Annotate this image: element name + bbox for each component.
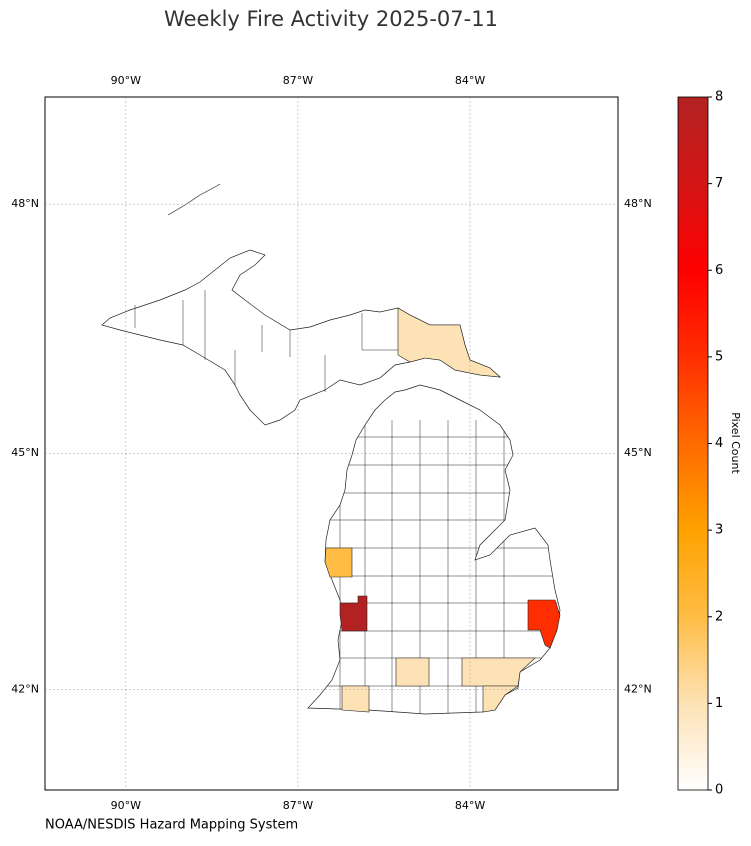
colorbar-tick-label: 5 — [715, 349, 723, 364]
x-tick-label: 90°W — [111, 74, 141, 87]
source-note: NOAA/NESDIS Hazard Mapping System — [45, 818, 298, 833]
county-fill — [339, 595, 368, 632]
county-fill — [397, 307, 501, 378]
county-fill — [324, 547, 353, 578]
county-fill — [395, 657, 430, 687]
y-tick-label: 45°N — [624, 446, 652, 459]
colorbar-tick-label: 1 — [715, 696, 723, 711]
colorbar-tick-label: 2 — [715, 609, 723, 624]
x-tick-label: 84°W — [455, 799, 485, 812]
colorbar-label: Pixel Count — [729, 412, 742, 474]
colorbar-tick-label: 6 — [715, 263, 723, 278]
map-title: Weekly Fire Activity 2025-07-11 — [164, 7, 498, 31]
state-outline — [101, 183, 561, 715]
county-fill — [461, 657, 536, 687]
y-tick-label: 48°N — [11, 197, 39, 210]
y-tick-label: 42°N — [11, 683, 39, 696]
colorbar-tick-label: 7 — [715, 176, 723, 191]
x-tick-label: 87°W — [283, 74, 313, 87]
colorbar-tick-label: 0 — [715, 783, 723, 798]
map-frame — [44, 96, 619, 791]
county-fill — [341, 685, 370, 713]
colorbar-tick-label: 4 — [715, 436, 723, 451]
x-tick-label: 90°W — [111, 799, 141, 812]
colorbar-tick-label: 8 — [715, 90, 723, 105]
y-tick-label: 48°N — [624, 197, 652, 210]
county-fill — [482, 685, 519, 713]
colorbar — [677, 96, 709, 791]
x-tick-label: 87°W — [283, 799, 313, 812]
x-tick-label: 84°W — [455, 74, 485, 87]
y-tick-label: 42°N — [624, 683, 652, 696]
y-tick-label: 45°N — [11, 446, 39, 459]
county-fill — [527, 599, 561, 649]
colorbar-tick-label: 3 — [715, 523, 723, 538]
